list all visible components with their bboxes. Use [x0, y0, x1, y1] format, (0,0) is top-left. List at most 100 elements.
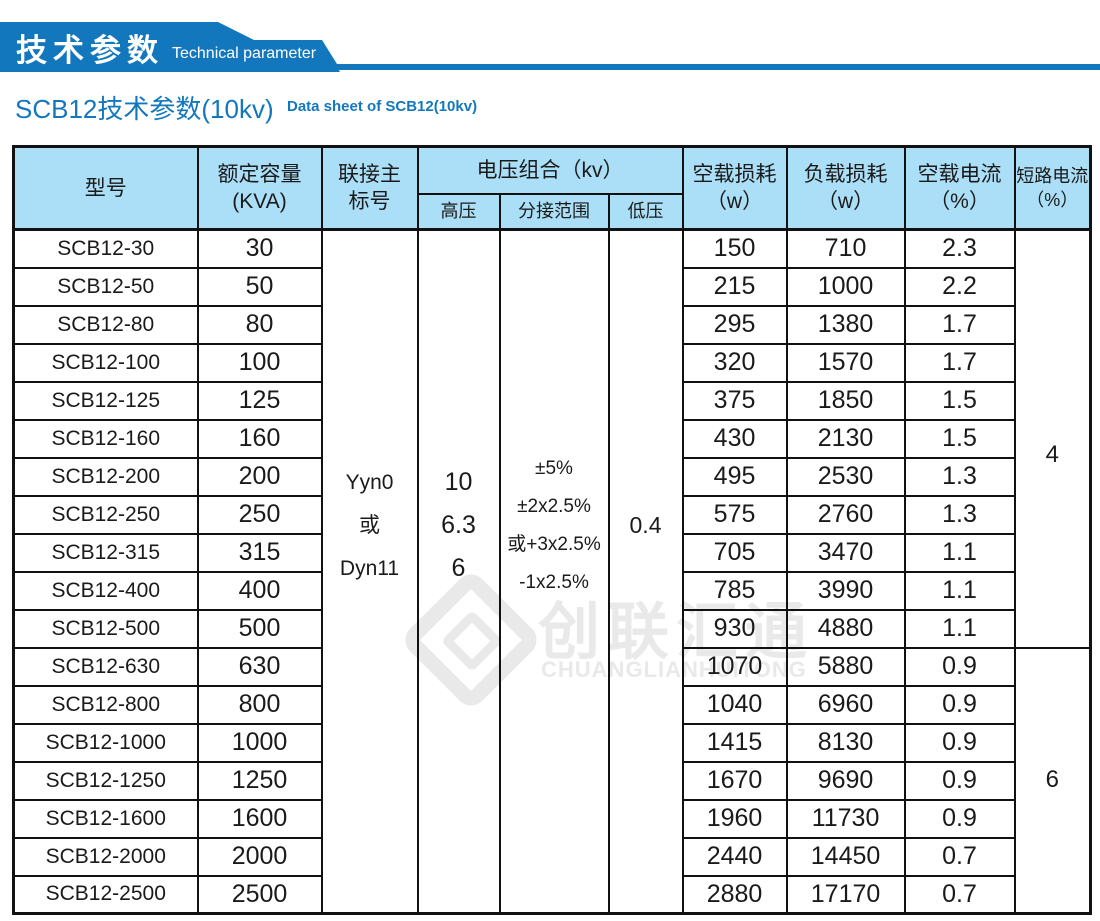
cell-capacity: 1000	[196, 722, 323, 763]
table-row: SCB12-630 630 1070 5880 0.9 6	[12, 646, 1092, 915]
banner-title-zh: 技术参数	[16, 33, 164, 68]
cell-model: SCB12-1600	[12, 798, 199, 839]
cell-no-load-loss: 1415	[681, 722, 788, 763]
cell-capacity: 250	[196, 494, 323, 535]
cell-no-load-current: 0.7	[903, 836, 1016, 877]
col-header-capacity: 额定容量 (KVA)	[196, 145, 323, 231]
cell-load-loss: 1380	[785, 304, 906, 345]
merged-line: ±2x2.5%	[517, 495, 591, 517]
cell-load-loss: 2760	[785, 494, 906, 535]
cell-load-loss: 3990	[785, 570, 906, 611]
col-header-model: 型号	[12, 145, 199, 231]
cell-no-load-loss: 2880	[681, 874, 788, 915]
cell-load-loss: 5880	[785, 646, 906, 687]
table-row: SCB12-160 160 430 2130 1.5	[12, 418, 1091, 459]
cell-capacity: 30	[196, 228, 323, 269]
cell-no-load-loss: 785	[681, 570, 788, 611]
cell-model: SCB12-125	[12, 380, 199, 421]
cell-low-voltage: 0.4	[607, 228, 684, 915]
cell-no-load-current: 0.9	[903, 646, 1016, 687]
merged-line: 或	[359, 514, 380, 537]
table-row: SCB12-80 80 295 1380 1.7	[12, 304, 1091, 345]
cell-model: SCB12-800	[12, 684, 199, 725]
col-header-connection: 联接主 标号	[320, 145, 419, 231]
table-row: SCB12-1000 1000 1415 8130 0.9	[12, 722, 1091, 763]
col-header-no-load-current-zh: 空载电流	[917, 163, 1002, 186]
col-header-connection-l2: 标号	[348, 190, 391, 213]
page-title: SCB12技术参数(10kv)	[15, 94, 274, 124]
cell-no-load-loss: 375	[681, 380, 788, 421]
cell-no-load-loss: 430	[681, 418, 788, 459]
cell-capacity: 500	[196, 608, 323, 649]
cell-load-loss: 1850	[785, 380, 906, 421]
cell-no-load-current: 1.1	[903, 570, 1016, 611]
merged-line: Yyn0	[345, 471, 394, 494]
cell-capacity: 100	[196, 342, 323, 383]
cell-no-load-loss: 1040	[681, 684, 788, 725]
table-row: SCB12-2000 2000 2440 14450 0.7	[12, 836, 1091, 877]
cell-no-load-loss: 1960	[681, 798, 788, 839]
merged-line: ±5%	[535, 457, 573, 479]
table-row: SCB12-125 125 375 1850 1.5	[12, 380, 1091, 421]
table-row: SCB12-500 500 930 4880 1.1	[12, 608, 1091, 649]
col-header-capacity-zh: 额定容量	[217, 163, 302, 186]
banner-title-en: Technical parameter	[172, 45, 317, 62]
col-header-short-circuit: 短路电流 （%）	[1013, 145, 1092, 231]
cell-load-loss: 14450	[785, 836, 906, 877]
cell-capacity: 160	[196, 418, 323, 459]
cell-model: SCB12-100	[12, 342, 199, 383]
cell-no-load-loss: 1670	[681, 760, 788, 801]
cell-load-loss: 4880	[785, 608, 906, 649]
col-header-connection-l1: 联接主	[338, 163, 401, 186]
cell-no-load-loss: 2440	[681, 836, 788, 877]
cell-load-loss: 710	[785, 228, 906, 269]
cell-connection-symbol: Yyn0 或 Dyn11	[320, 228, 419, 915]
cell-no-load-loss: 575	[681, 494, 788, 535]
table-row: SCB12-30 30 Yyn0 或 Dyn11 10 6.3 6 ±5% ±2x2.5% 或+3x…	[12, 228, 1092, 915]
cell-no-load-loss: 295	[681, 304, 788, 345]
col-header-tap-range: 分接范围	[498, 192, 610, 231]
cell-load-loss: 1570	[785, 342, 906, 383]
cell-no-load-loss: 215	[681, 266, 788, 307]
cell-no-load-current: 2.3	[903, 228, 1016, 269]
cell-model: SCB12-30	[12, 228, 199, 269]
cell-model: SCB12-630	[12, 646, 199, 687]
col-header-no-load-loss: 空载损耗 （w）	[681, 145, 788, 231]
table-row: SCB12-800 800 1040 6960 0.9	[12, 684, 1091, 725]
cell-model: SCB12-315	[12, 532, 199, 573]
cell-capacity: 630	[196, 646, 323, 687]
cell-model: SCB12-50	[12, 266, 199, 307]
table-header: 型号 额定容量 (KVA) 联接主 标号 电压组合（kv） 空载损耗 （w） 负…	[12, 145, 1092, 231]
cell-capacity: 1600	[196, 798, 323, 839]
table-row: SCB12-400 400 785 3990 1.1	[12, 570, 1091, 611]
cell-load-loss: 6960	[785, 684, 906, 725]
merged-line: 0.4	[629, 512, 662, 538]
banner-ribbon	[0, 22, 1100, 72]
cell-load-loss: 11730	[785, 798, 906, 839]
cell-no-load-loss: 705	[681, 532, 788, 573]
cell-no-load-current: 1.3	[903, 494, 1016, 535]
cell-no-load-current: 1.5	[903, 380, 1016, 421]
cell-load-loss: 2130	[785, 418, 906, 459]
cell-load-loss: 2530	[785, 456, 906, 497]
cell-no-load-loss: 320	[681, 342, 788, 383]
col-header-no-load-loss-unit: （w）	[705, 190, 764, 213]
table-row: SCB12-315 315 705 3470 1.1	[12, 532, 1091, 573]
cell-capacity: 200	[196, 456, 323, 497]
cell-load-loss: 9690	[785, 760, 906, 801]
cell-model: SCB12-400	[12, 570, 199, 611]
cell-short-circuit-current: 4	[1013, 228, 1092, 649]
cell-high-voltage: 10 6.3 6	[416, 228, 501, 915]
merged-line: 10	[444, 468, 473, 496]
cell-no-load-current: 0.9	[903, 760, 1016, 801]
col-header-voltage-group: 电压组合（kv）	[416, 145, 684, 195]
table-row: SCB12-50 50 215 1000 2.2	[12, 266, 1091, 307]
spec-table: 型号 额定容量 (KVA) 联接主 标号 电压组合（kv） 空载损耗 （w） 负…	[12, 145, 1093, 915]
cell-no-load-current: 1.3	[903, 456, 1016, 497]
col-header-load-loss-unit: （w）	[816, 190, 875, 213]
cell-tap-range: ±5% ±2x2.5% 或+3x2.5% -1x2.5%	[498, 228, 610, 915]
cell-capacity: 400	[196, 570, 323, 611]
cell-model: SCB12-2000	[12, 836, 199, 877]
col-header-no-load-loss-zh: 空载损耗	[692, 163, 777, 186]
